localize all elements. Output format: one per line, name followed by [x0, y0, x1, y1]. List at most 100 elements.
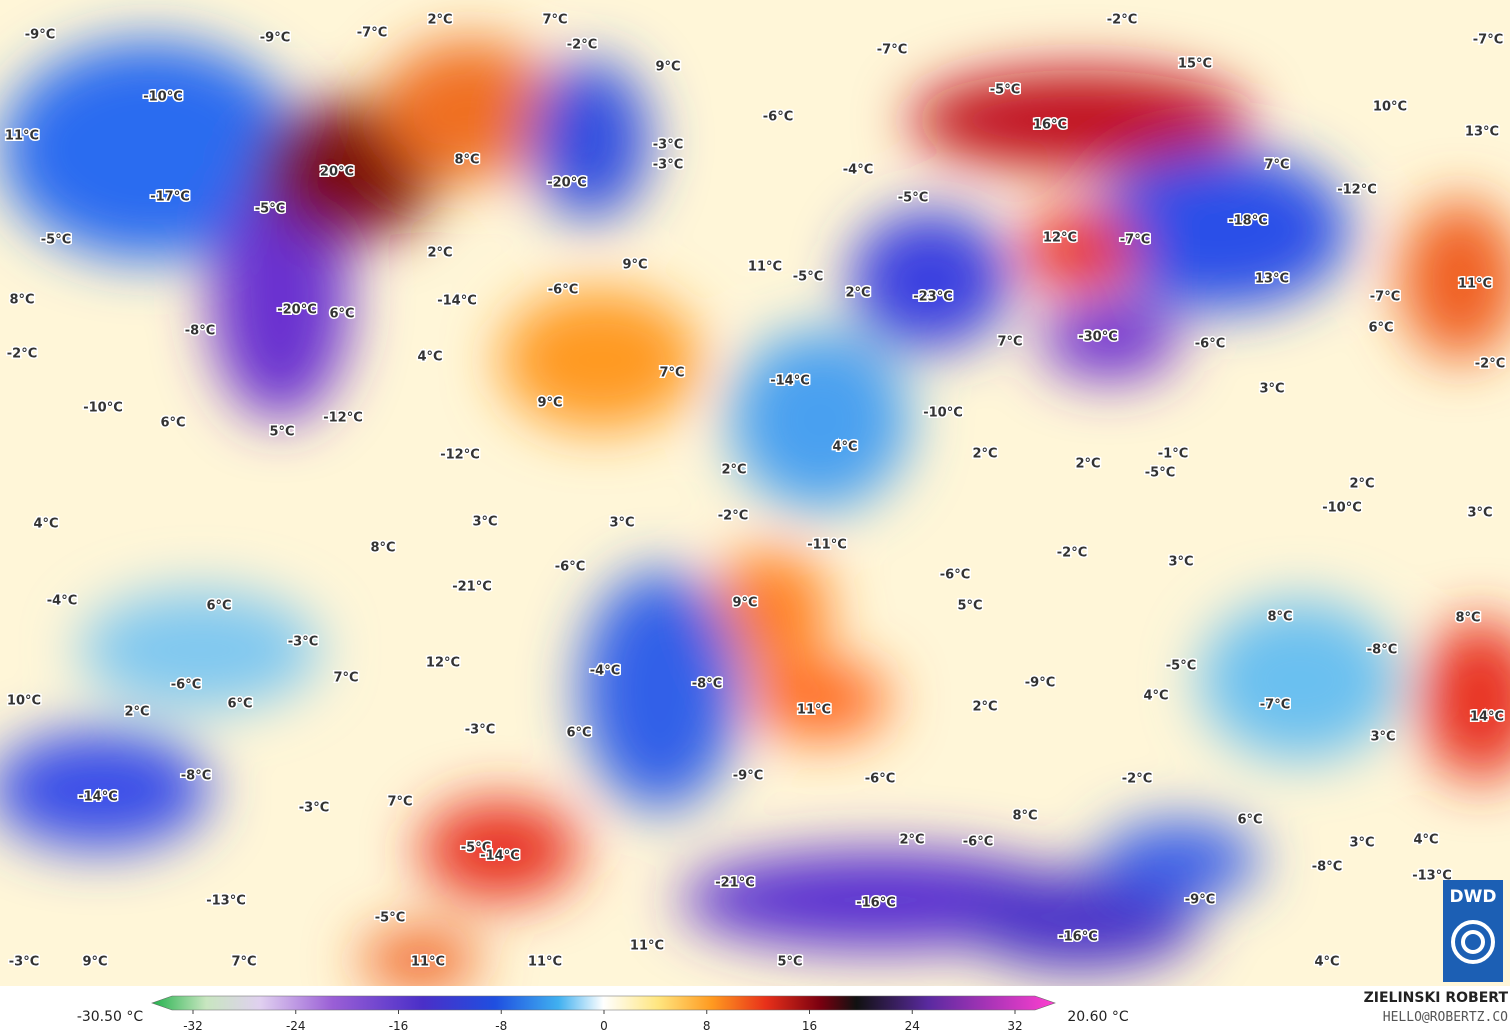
temperature-label: -8°C — [181, 769, 211, 784]
temperature-label: -9°C — [260, 31, 290, 46]
temperature-label: -8°C — [1367, 643, 1397, 658]
temperature-label: 6°C — [1368, 321, 1393, 336]
temperature-label: 5°C — [957, 599, 982, 614]
temperature-label: -10°C — [83, 401, 123, 416]
temperature-label: -4°C — [843, 163, 873, 178]
temperature-label: 7°C — [542, 13, 567, 28]
temperature-label: 5°C — [777, 955, 802, 970]
temperature-label: 11°C — [630, 939, 664, 954]
temperature-label: -5°C — [793, 270, 823, 285]
temperature-label: -8°C — [692, 677, 722, 692]
temperature-label: -4°C — [47, 594, 77, 609]
author-credit: ZIELINSKI ROBERT — [1364, 990, 1509, 1006]
temperature-label: 2°C — [845, 286, 870, 301]
temperature-label: 4°C — [33, 517, 58, 532]
temperature-label: 13°C — [1255, 272, 1289, 287]
temperature-label: -11°C — [807, 538, 847, 553]
temperature-label: -3°C — [9, 955, 39, 970]
temperature-label: -3°C — [465, 723, 495, 738]
temperature-label: 2°C — [721, 463, 746, 478]
temperature-label: -5°C — [1145, 466, 1175, 481]
temperature-label: -13°C — [206, 894, 246, 909]
colorbar-tick-label: 16 — [802, 1019, 817, 1033]
temperature-label: 7°C — [997, 335, 1022, 350]
temperature-label: 11°C — [411, 955, 445, 970]
temperature-label: 2°C — [427, 246, 452, 261]
temperature-label: 12°C — [1043, 231, 1077, 246]
temperature-label: 5°C — [269, 425, 294, 440]
temperature-label: 4°C — [1413, 833, 1438, 848]
colorbar-tick-label: -16 — [389, 1019, 409, 1033]
temperature-label: -3°C — [653, 138, 683, 153]
temperature-label: 4°C — [417, 350, 442, 365]
temperature-label: -9°C — [1025, 676, 1055, 691]
temperature-label: 3°C — [1370, 730, 1395, 745]
temperature-label: 7°C — [333, 671, 358, 686]
colorbar-max: 20.60 °C — [1067, 1009, 1129, 1025]
temperature-label: -18°C — [1228, 214, 1268, 229]
temperature-label: -12°C — [1337, 183, 1377, 198]
temperature-label: 3°C — [1168, 555, 1193, 570]
temperature-label: -2°C — [1107, 13, 1137, 28]
temperature-label: -14°C — [437, 294, 477, 309]
logo-text: DWD — [1450, 887, 1497, 907]
temperature-label: 7°C — [659, 366, 684, 381]
temperature-label: 8°C — [9, 293, 34, 308]
colorbar-tick-label: -32 — [183, 1019, 203, 1033]
temperature-label: 2°C — [972, 447, 997, 462]
temperature-label: 12°C — [426, 656, 460, 671]
temperature-label: -7°C — [877, 43, 907, 58]
temperature-label: -20°C — [277, 303, 317, 318]
temperature-label: -3°C — [653, 158, 683, 173]
temperature-label: 4°C — [1143, 689, 1168, 704]
temperature-label: 15°C — [1178, 57, 1212, 72]
temperature-label: -6°C — [555, 560, 585, 575]
temperature-label: 9°C — [655, 60, 680, 75]
colorbar-min: -30.50 °C — [77, 1009, 144, 1025]
temperature-label: -6°C — [171, 678, 201, 693]
temperature-label: -7°C — [1473, 33, 1503, 48]
temperature-label: 9°C — [732, 596, 757, 611]
temperature-label: -30°C — [1078, 330, 1118, 345]
temperature-label: 8°C — [1267, 610, 1292, 625]
temperature-label: 7°C — [1264, 158, 1289, 173]
temperature-label: -5°C — [41, 233, 71, 248]
temperature-label: -2°C — [1122, 772, 1152, 787]
temperature-label: 3°C — [472, 515, 497, 530]
temperature-label: -13°C — [1412, 869, 1452, 884]
temperature-label: -10°C — [923, 406, 963, 421]
temperature-label: 9°C — [537, 396, 562, 411]
temperature-label: -2°C — [1057, 546, 1087, 561]
temperature-label: -17°C — [150, 190, 190, 205]
temperature-label: -20°C — [547, 176, 587, 191]
temperature-label: 13°C — [1465, 125, 1499, 140]
dwd-logo: DWD — [1443, 880, 1503, 982]
colorbar-ramp — [151, 995, 1056, 1011]
temperature-label: -3°C — [288, 635, 318, 650]
temperature-label: 7°C — [387, 795, 412, 810]
temperature-label: -10°C — [143, 90, 183, 105]
temperature-label: -7°C — [357, 26, 387, 41]
temperature-label: 6°C — [1237, 813, 1262, 828]
temperature-label: -7°C — [1370, 290, 1400, 305]
temperature-label: -2°C — [718, 509, 748, 524]
colorbar-tick-label: -8 — [495, 1019, 507, 1033]
temperature-label: 8°C — [1455, 611, 1480, 626]
temperature-label: -5°C — [1166, 659, 1196, 674]
temperature-label: 6°C — [227, 697, 252, 712]
colorbar-tick-label: -24 — [286, 1019, 306, 1033]
temperature-label: 4°C — [1314, 955, 1339, 970]
temperature-label: -12°C — [440, 448, 480, 463]
temperature-label: -7°C — [1260, 698, 1290, 713]
temperature-label: 14°C — [1470, 710, 1504, 725]
temperature-label: 2°C — [124, 705, 149, 720]
temperature-label: -16°C — [1058, 930, 1098, 945]
temperature-label: 16°C — [1033, 118, 1067, 133]
temperature-label: -14°C — [78, 790, 118, 805]
temperature-label: -23°C — [913, 290, 953, 305]
temperature-label: -6°C — [865, 772, 895, 787]
temperature-label: -10°C — [1322, 501, 1362, 516]
temperature-label: 3°C — [1467, 506, 1492, 521]
temperature-label: 3°C — [609, 516, 634, 531]
